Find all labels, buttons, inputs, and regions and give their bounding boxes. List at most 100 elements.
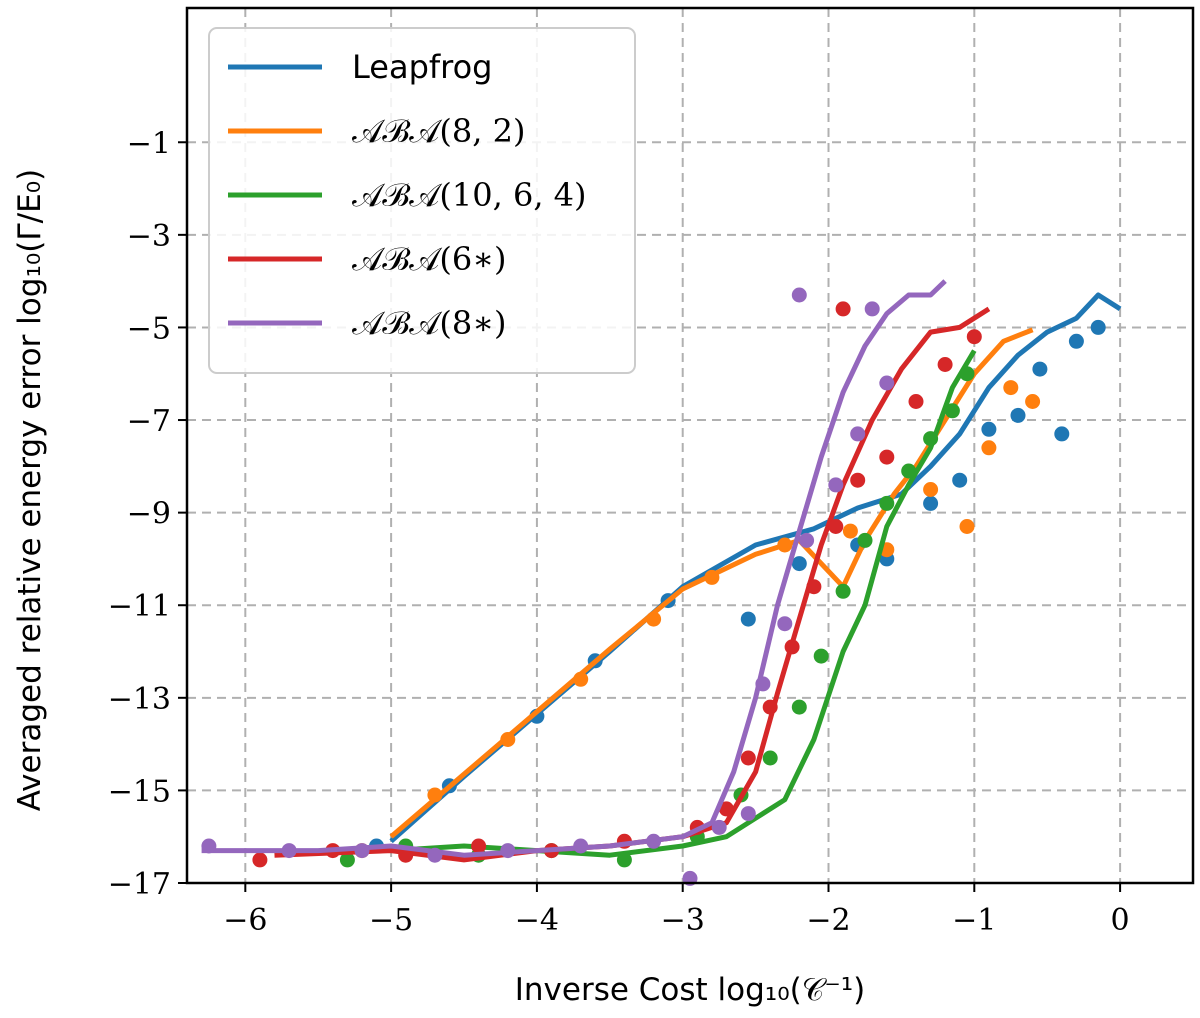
data-point [762,699,778,715]
data-point [879,449,895,465]
data-point [828,519,844,534]
data-point [740,806,756,822]
legend-label: Leapfrog [352,48,492,86]
x-tick-label: −5 [369,903,413,938]
data-point [201,838,217,854]
data-point [1003,380,1019,396]
data-point [901,463,917,479]
y-axis-label: Averaged relative energy error log₁₀(Γ/E… [12,169,48,811]
series-1 [354,327,1041,859]
data-point [784,639,800,655]
data-point [427,787,443,803]
data-point [791,699,807,715]
x-tick-label: 0 [1111,903,1130,938]
legend-box [208,27,636,374]
x-axis-label: Inverse Cost log₁₀(𝒞⁻¹) [515,972,866,1008]
data-point [398,847,414,863]
y-tick-label: −5 [127,311,171,346]
data-point [1090,319,1106,335]
data-point [500,843,516,859]
data-point [923,482,939,497]
data-point [981,440,997,456]
legend-label: 𝒜ℬ𝒜(6∗) [352,240,507,278]
data-point [646,611,662,627]
legend-label: 𝒜ℬ𝒜(8∗) [352,304,507,342]
x-tick-label: −4 [515,903,559,938]
data-point [937,357,953,372]
data-point [923,431,939,447]
series-line [201,279,947,858]
series-2 [339,349,977,868]
data-point [252,852,268,868]
data-point [616,852,632,868]
data-point [1032,361,1048,377]
data-point [573,838,589,854]
data-point [740,750,756,766]
x-tick-label: −3 [661,903,705,938]
data-point [959,366,975,382]
data-point [1068,333,1084,349]
y-tick-label: −1 [127,126,171,161]
data-point [835,301,851,317]
x-tick-label: −1 [952,903,996,938]
data-point [850,426,866,442]
legend-label: 𝒜ℬ𝒜(8, 2) [352,112,525,150]
x-tick-label: −6 [223,903,267,938]
data-point [427,847,443,863]
data-point [959,519,975,534]
data-point [857,532,873,548]
data-point [828,477,844,493]
y-tick-label: −15 [108,774,171,809]
data-point [842,523,858,539]
data-point [718,801,734,817]
data-point [339,852,355,868]
data-point [777,616,793,632]
data-point [755,676,771,692]
data-point [762,750,778,766]
data-point [944,403,960,419]
data-point [704,569,720,585]
data-point [1025,394,1041,409]
series-0 [369,292,1122,854]
data-point [981,421,997,437]
data-point [806,579,822,595]
data-point [711,819,727,835]
y-tick-label: −11 [108,589,171,624]
y-tick-label: −3 [127,219,171,254]
data-point [646,833,662,849]
data-point [879,495,895,511]
legend-label: 𝒜ℬ𝒜(10, 6, 4) [352,176,587,214]
y-tick-label: −13 [108,682,171,717]
data-point [777,537,793,553]
y-tick-label: −17 [108,867,171,902]
data-point [850,472,866,488]
y-tick-label: −9 [127,497,171,532]
data-point [813,648,829,664]
data-point [1010,407,1026,423]
data-point [500,732,516,747]
y-tick-label: −7 [127,404,171,439]
data-point [354,843,370,859]
x-tick-label: −2 [806,903,850,938]
data-point [952,472,968,488]
data-point [791,287,807,303]
data-point [573,671,589,687]
data-point [1054,426,1070,442]
data-point [791,556,807,572]
data-point [864,301,880,317]
data-point [966,329,982,345]
data-point [835,583,851,599]
plot-frame [185,6,1195,885]
series-line [274,306,991,863]
data-point [799,532,815,548]
data-point [471,838,487,854]
data-point [281,843,297,859]
data-point [879,375,895,391]
series-3 [252,301,991,868]
data-point [923,495,939,511]
series-line [390,349,977,858]
axis-ticks: −6 −5 −4 −3 −2 −1 0 −1 −3 −5 −7 −9 −11 −13 −15 −17 [108,126,1130,938]
legend: Leapfrog 𝒜ℬ𝒜(8, 2) 𝒜ℬ𝒜(10, 6, 4) 𝒜ℬ𝒜(6∗) 𝒜ℬ𝒜… [208,27,636,374]
data-point [740,611,756,627]
